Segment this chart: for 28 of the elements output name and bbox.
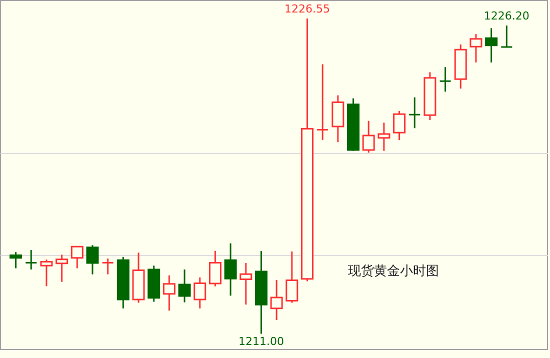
candlestick xyxy=(362,120,375,154)
candlestick xyxy=(178,268,191,304)
candlestick xyxy=(240,262,252,306)
annotation: 1226.20 xyxy=(484,10,530,23)
candlestick xyxy=(70,245,84,270)
annotation: 1211.00 xyxy=(238,334,284,348)
candlestick xyxy=(270,279,283,321)
candlestick xyxy=(316,64,329,141)
candlestick xyxy=(470,33,482,64)
candlestick xyxy=(378,122,390,152)
candlestick xyxy=(56,254,68,283)
candlestick xyxy=(439,66,452,92)
candlestick xyxy=(102,258,114,276)
candlestick xyxy=(194,276,206,310)
candlestick xyxy=(286,250,298,304)
candlestick xyxy=(393,110,406,141)
annotation: 1226.55 xyxy=(284,2,330,16)
candlestick xyxy=(408,96,421,129)
candlestick xyxy=(485,27,498,64)
candlestick xyxy=(224,242,237,296)
annotation: 现货黄金小时图 xyxy=(348,264,439,279)
candlestick xyxy=(500,24,513,48)
candlestick xyxy=(24,249,38,270)
candlestick xyxy=(40,258,53,287)
candlestick xyxy=(10,251,22,270)
candlestick xyxy=(208,250,222,288)
candlestick xyxy=(86,244,99,276)
candlestick xyxy=(162,274,176,312)
